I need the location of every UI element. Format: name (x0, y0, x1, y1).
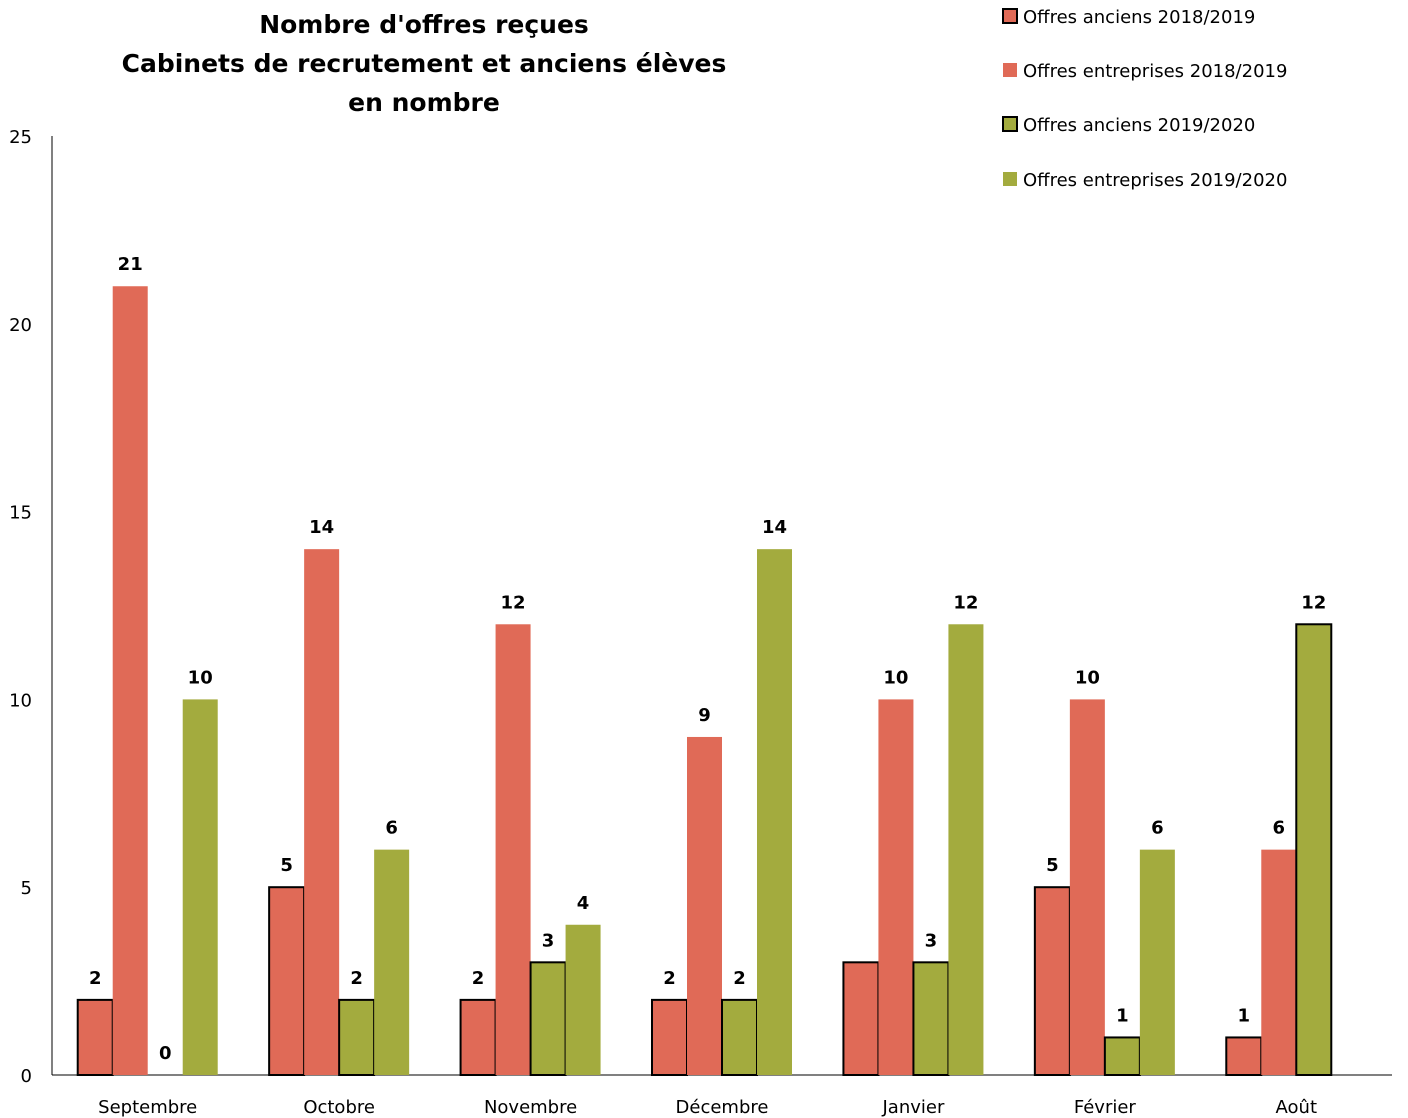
data-label: 21 (118, 254, 143, 275)
chart-data-labels: 2 21 0 10 5 14 2 6 2 12 3 4 2 9 2 14 10 3 12 5 10 1 6 1 6 12 (89, 254, 1326, 1064)
chart-title-line: Cabinets de recrutement et anciens élève… (122, 49, 727, 78)
data-label: 5 (1046, 855, 1059, 876)
data-label: 5 (280, 855, 293, 876)
bar-offres-anciens-2018-2019-octobre (268, 886, 306, 1077)
y-tick-label: 10 (9, 690, 32, 711)
bar-offres-anciens-2019-2020-d-cembre (721, 998, 758, 1077)
bar-offres-anciens-2019-2020-f-vrier (1103, 1036, 1141, 1076)
data-label: 2 (350, 968, 363, 989)
y-tick-label: 20 (9, 315, 32, 336)
legend-entry-label: Offres entreprises 2019/2020 (1023, 170, 1287, 191)
bar-offres-entreprises-2019-2020-d-cembre (757, 549, 792, 1075)
y-tick-label: 15 (9, 503, 32, 524)
legend-entry-label: Offres anciens 2019/2020 (1023, 115, 1255, 136)
bar-offres-entreprises-2018-2019-novembre (495, 624, 531, 1075)
chart-title-line: Nombre d'offres reçues (259, 10, 589, 39)
data-label: 9 (698, 705, 711, 726)
data-label: 4 (577, 893, 590, 914)
data-label: 12 (953, 592, 978, 613)
x-category-label: Janvier (881, 1097, 944, 1118)
data-label: 12 (501, 592, 526, 613)
bar-offres-anciens-2019-2020-octobre (338, 998, 376, 1077)
legend-entry-label: Offres anciens 2018/2019 (1023, 7, 1255, 28)
chart-title-line: en nombre (348, 88, 500, 117)
bar-offres-entreprises-2019-2020-novembre (565, 924, 601, 1075)
data-label: 2 (472, 968, 485, 989)
data-label: 6 (385, 818, 398, 839)
legend-swatch (1003, 63, 1017, 77)
x-category-label: Novembre (484, 1097, 577, 1118)
bar-offres-anciens-2018-2019-novembre (459, 998, 497, 1077)
data-label: 1 (1116, 1005, 1129, 1026)
y-tick-label: 5 (21, 878, 32, 899)
x-category-label: Décembre (676, 1097, 769, 1118)
bar-offres-anciens-2018-2019-ao-t (1225, 1036, 1263, 1076)
y-tick-label: 0 (21, 1066, 32, 1087)
bar-offres-anciens-2019-2020-ao-t (1295, 623, 1333, 1077)
x-category-label: Septembre (98, 1097, 197, 1118)
bar-offres-entreprises-2018-2019-octobre (304, 549, 340, 1075)
chart-bars (76, 286, 1333, 1077)
data-label: 12 (1301, 592, 1326, 613)
data-label: 10 (188, 667, 213, 688)
data-label: 2 (733, 968, 746, 989)
legend-swatch (1003, 172, 1017, 186)
bar-offres-entreprises-2018-2019-janvier (878, 699, 914, 1075)
chart-title: Nombre d'offres reçues Cabinets de recrut… (122, 10, 727, 117)
x-category-label: Août (1276, 1097, 1317, 1118)
bar-offres-entreprises-2019-2020-janvier (948, 624, 984, 1075)
data-label: 10 (1075, 667, 1100, 688)
data-label: 3 (925, 930, 938, 951)
x-category-label: Octobre (303, 1097, 375, 1118)
bar-offres-entreprises-2018-2019-d-cembre (687, 736, 722, 1075)
bar-offres-anciens-2018-2019-septembre (76, 998, 114, 1077)
legend-swatch (1002, 116, 1018, 132)
data-label: 14 (762, 517, 787, 538)
x-category-label: Février (1074, 1097, 1137, 1118)
data-label: 14 (309, 517, 334, 538)
data-label: 2 (663, 968, 676, 989)
bar-offres-anciens-2018-2019-janvier (842, 961, 880, 1077)
legend-entry-label: Offres entreprises 2018/2019 (1023, 61, 1287, 82)
data-label: 6 (1273, 818, 1286, 839)
y-tick-label: 25 (9, 127, 32, 148)
bar-offres-entreprises-2019-2020-f-vrier (1139, 849, 1175, 1075)
data-label: 2 (89, 968, 102, 989)
bar-offres-entreprises-2019-2020-octobre (374, 849, 410, 1075)
data-label: 0 (159, 1043, 172, 1064)
data-label: 1 (1238, 1005, 1251, 1026)
chart-legend: Offres anciens 2018/2019 Offres entrepris… (1002, 7, 1287, 191)
bar-offres-anciens-2018-2019-f-vrier (1033, 886, 1071, 1077)
bar-offres-entreprises-2018-2019-ao-t (1261, 849, 1297, 1075)
bar-offres-anciens-2018-2019-d-cembre (651, 998, 688, 1077)
bar-offres-entreprises-2018-2019-septembre (112, 286, 148, 1075)
bar-offres-entreprises-2018-2019-f-vrier (1069, 699, 1105, 1075)
bar-offres-entreprises-2019-2020-septembre (182, 699, 218, 1075)
legend-swatch (1002, 8, 1018, 24)
bar-offres-anciens-2019-2020-janvier (912, 961, 950, 1077)
data-label: 10 (883, 667, 908, 688)
bar-offres-anciens-2019-2020-novembre (529, 961, 567, 1077)
data-label: 3 (542, 930, 555, 951)
data-label: 6 (1151, 818, 1164, 839)
